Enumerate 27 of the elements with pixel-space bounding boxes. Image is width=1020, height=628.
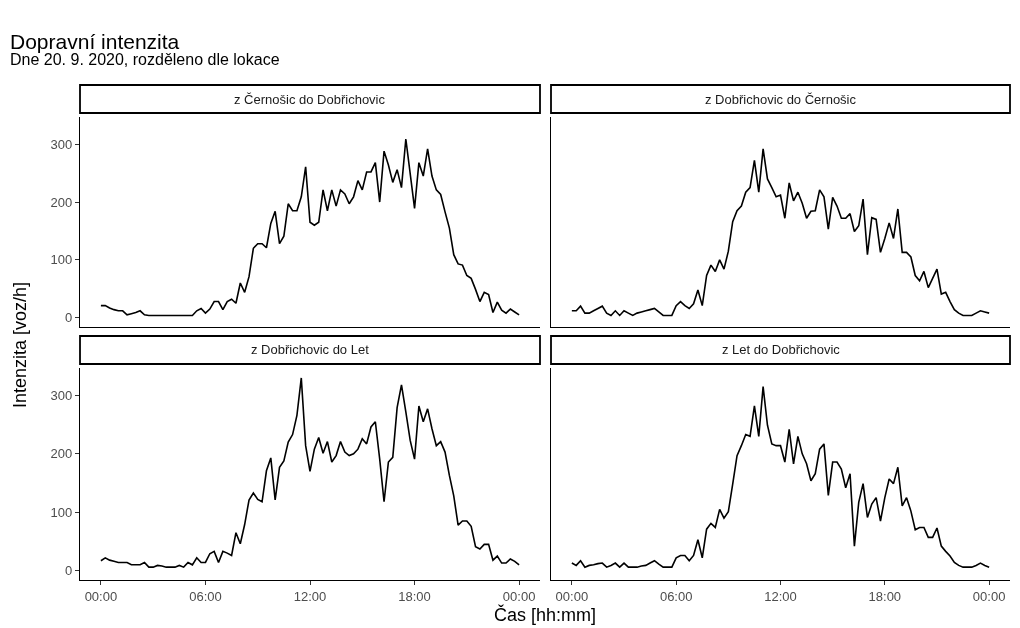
y-tick-label: 0 — [64, 310, 73, 326]
chart-title: z Let do Dobřichovic — [722, 342, 841, 357]
x-tick-label: 12:00 — [764, 588, 797, 604]
x-tick-label: 12:00 — [293, 588, 327, 604]
text: Intenzita [voz/h] — [9, 281, 31, 409]
chart-title: z Černošic do Dobřichovic — [234, 92, 386, 107]
y-tick-label: 200 — [50, 194, 73, 210]
y-tick-label: 200 — [50, 446, 73, 462]
x-tick-label: 18:00 — [868, 588, 902, 604]
x-tick-label: 00:00 — [502, 588, 536, 604]
y-tick-label: 300 — [50, 388, 73, 403]
x-tick-label: 06:00 — [659, 588, 693, 604]
x-tick-label: 00:00 — [972, 588, 1006, 604]
y-tick-label: 100 — [50, 252, 73, 268]
text: Dopravní intenzita — [10, 30, 180, 53]
x-tick-label: 18:00 — [398, 588, 431, 604]
line-series — [100, 377, 520, 568]
line-series — [100, 138, 520, 317]
y-tick-label: 300 — [50, 136, 73, 152]
chart-title: z Dobřichovic do Černošic — [705, 92, 857, 107]
y-tick-label: 0 — [64, 563, 73, 579]
text: Čas [hh:mm] — [493, 605, 597, 626]
x-tick-label: 00:00 — [555, 588, 589, 604]
chart-title: z Dobřichovic do Let — [251, 342, 370, 357]
x-tick-label: 00:00 — [84, 588, 118, 604]
y-tick-label: 100 — [50, 504, 73, 520]
x-tick-label: 06:00 — [189, 588, 222, 604]
